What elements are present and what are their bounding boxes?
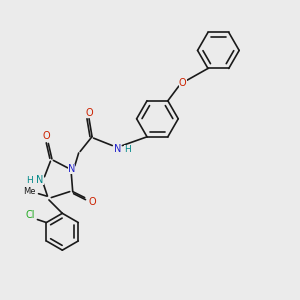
Text: O: O: [42, 131, 50, 141]
Text: H: H: [26, 176, 32, 185]
Text: O: O: [85, 108, 93, 118]
Text: Cl: Cl: [25, 210, 35, 220]
Text: O: O: [179, 78, 187, 88]
Text: N: N: [36, 175, 44, 185]
Text: Me: Me: [23, 187, 36, 196]
Text: O: O: [88, 197, 96, 207]
Text: N: N: [114, 143, 121, 154]
Text: H: H: [124, 145, 130, 154]
Text: N: N: [68, 164, 75, 174]
